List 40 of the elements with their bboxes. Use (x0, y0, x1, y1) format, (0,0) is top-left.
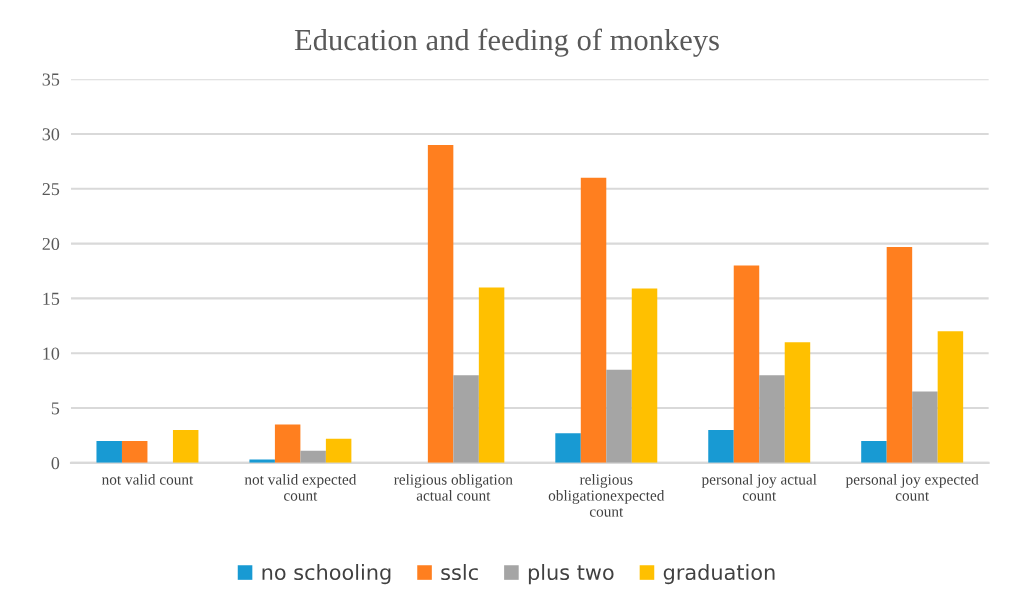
legend-label: graduation (663, 564, 775, 585)
y-tick-label: 15 (43, 292, 60, 305)
bar (580, 177, 607, 463)
bar (96, 440, 122, 463)
bar (759, 375, 785, 463)
bar (784, 342, 811, 463)
x-tick-label: religious obligationexpected count (548, 473, 665, 517)
bar (325, 438, 352, 463)
bar (861, 440, 887, 463)
bar (478, 287, 505, 463)
x-tick-label: personal joy expected count (845, 473, 979, 501)
bar (912, 391, 938, 463)
chart-title: Education and feeding of monkeys (294, 28, 719, 57)
x-tick-label: not valid expected count (244, 473, 357, 501)
bar (121, 440, 148, 463)
bar (708, 429, 734, 463)
bar (631, 288, 658, 463)
bar (937, 331, 964, 463)
y-tick-label: 20 (42, 237, 60, 251)
bar (555, 433, 581, 463)
y-tick-label: 0 (51, 457, 60, 470)
y-tick-label: 5 (51, 402, 60, 415)
bar (427, 144, 454, 463)
x-tick-label: religious obligation actual count (394, 473, 513, 501)
x-tick-label: not valid count (101, 473, 194, 485)
bar (606, 369, 632, 463)
y-tick-label: 25 (42, 183, 60, 196)
bar (886, 246, 913, 463)
legend-label: no schooling (262, 564, 391, 585)
x-tick-label: personal joy actual count (701, 473, 817, 501)
y-tick-label: 35 (42, 73, 60, 86)
legend-label: plus two (528, 564, 614, 585)
bar (300, 450, 326, 463)
y-tick-label: 10 (43, 347, 60, 360)
bar (453, 375, 479, 463)
bar (274, 424, 301, 463)
bar (172, 429, 199, 463)
bar (733, 265, 760, 463)
y-tick-label: 30 (42, 128, 60, 141)
legend-label: sslc (441, 564, 478, 581)
